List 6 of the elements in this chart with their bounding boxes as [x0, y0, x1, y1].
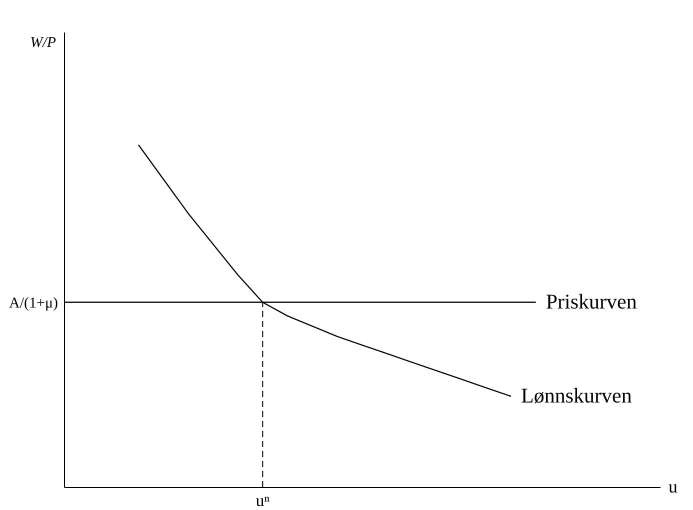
x-axis-title: u [668, 476, 678, 496]
text: W/P [30, 35, 56, 51]
text: uⁿ [256, 491, 270, 510]
series-label: Priskurven [546, 289, 638, 314]
text: A/(1+μ) [9, 295, 58, 312]
series-label: Lønnskurven [521, 383, 632, 408]
